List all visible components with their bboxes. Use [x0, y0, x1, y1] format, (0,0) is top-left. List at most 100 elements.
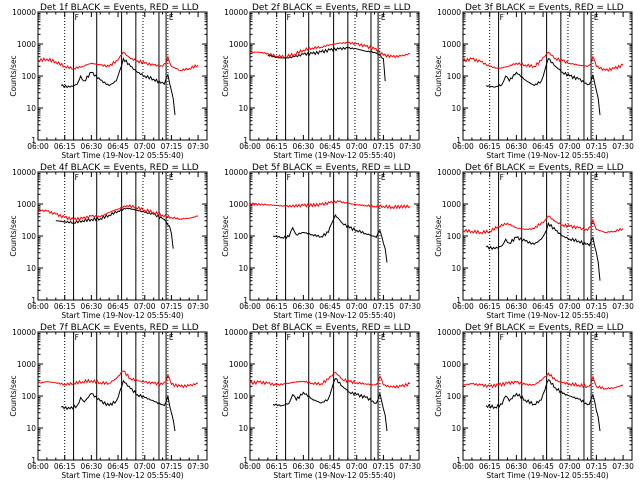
- y-tick-label: 1: [31, 456, 36, 465]
- y-tick-label: 1: [243, 456, 248, 465]
- y-tick-label: 1: [456, 296, 461, 305]
- lld-series-line: [37, 51, 199, 72]
- x-tick-label: 06:30: [81, 142, 103, 151]
- detector-panel: Det 8f BLACK = Events, RED = LLD 1 10 100 10…: [221, 323, 421, 480]
- x-tick-label: 07:15: [161, 462, 183, 471]
- events-series-line: [485, 379, 601, 432]
- plot-frame: [462, 171, 633, 301]
- x-tick-label: 06:30: [293, 302, 315, 311]
- y-tick-label: 1000: [17, 200, 36, 209]
- y-tick-label: 10: [26, 264, 36, 273]
- marker-label: E: [381, 173, 386, 182]
- y-tick-label: 100: [234, 232, 249, 241]
- x-axis-label: Start Time (19-Nov-12 05:55:40): [486, 471, 608, 480]
- y-tick-label: 10: [238, 264, 248, 273]
- x-tick-label: 06:15: [266, 142, 288, 151]
- y-tick-label: 100: [234, 392, 249, 401]
- y-tick-label: 100: [447, 72, 462, 81]
- x-tick-label: 07:30: [399, 142, 421, 151]
- x-tick-label: 06:15: [479, 302, 501, 311]
- y-tick-label: 10: [238, 424, 248, 433]
- x-tick-label: 07:00: [559, 142, 581, 151]
- x-axis-label: Start Time (19-Nov-12 05:55:40): [61, 311, 183, 320]
- y-tick-label: 10: [451, 104, 461, 113]
- x-tick-label: 06:30: [506, 302, 528, 311]
- y-tick-label: 10: [26, 104, 36, 113]
- plot-frame: [37, 331, 208, 461]
- x-tick-label: 06:45: [319, 462, 341, 471]
- lld-series-line: [249, 371, 411, 389]
- marker-label: F: [500, 173, 504, 182]
- plot-frame: [462, 331, 633, 461]
- lld-series-line: [249, 41, 411, 59]
- y-axis-label: Counts/sec: [221, 375, 230, 416]
- y-tick-label: 10000: [12, 168, 36, 177]
- y-tick-label: 100: [22, 392, 37, 401]
- y-axis-label: Counts/sec: [9, 55, 18, 96]
- panel-title: Det 7f BLACK = Events, RED = LLD: [40, 323, 199, 333]
- x-tick-label: 07:00: [346, 142, 368, 151]
- y-axis-label: Counts/sec: [434, 375, 443, 416]
- x-tick-label: 07:15: [586, 142, 608, 151]
- x-tick-label: 07:00: [346, 302, 368, 311]
- plot-frame: [249, 331, 420, 461]
- x-tick-label: 07:15: [373, 302, 395, 311]
- marker-label: E: [169, 13, 174, 22]
- x-tick-label: 07:00: [559, 302, 581, 311]
- x-tick-label: 07:30: [612, 142, 634, 151]
- x-tick-label: 06:00: [27, 302, 49, 311]
- marker-label: F: [500, 13, 504, 22]
- x-axis-label: Start Time (19-Nov-12 05:55:40): [486, 311, 608, 320]
- x-tick-label: 06:45: [107, 302, 129, 311]
- lld-series-line: [462, 372, 624, 390]
- panel-title: Det 1f BLACK = Events, RED = LLD: [40, 3, 199, 13]
- x-tick-label: 07:30: [187, 302, 209, 311]
- detector-panel: Det 6f BLACK = Events, RED = LLD 1 10 100 10…: [434, 163, 634, 320]
- marker-label: F: [75, 173, 79, 182]
- x-tick-label: 07:30: [612, 302, 634, 311]
- y-tick-label: 1000: [17, 40, 36, 49]
- marker-label: E: [594, 333, 599, 342]
- x-tick-label: 06:00: [239, 302, 261, 311]
- x-tick-label: 06:00: [239, 142, 261, 151]
- detector-panel: Det 7f BLACK = Events, RED = LLD 1 10 100 10…: [9, 323, 209, 480]
- marker-label: F: [500, 333, 504, 342]
- detector-panel: Det 3f BLACK = Events, RED = LLD 1 10 100 10…: [434, 3, 634, 160]
- x-axis-label: Start Time (19-Nov-12 05:55:40): [273, 151, 395, 160]
- marker-label: E: [594, 173, 599, 182]
- x-tick-label: 06:45: [532, 142, 554, 151]
- x-tick-label: 06:15: [54, 462, 76, 471]
- events-series-line: [272, 214, 388, 263]
- y-tick-label: 1: [31, 136, 36, 145]
- y-axis-label: Counts/sec: [434, 215, 443, 256]
- x-tick-label: 06:45: [532, 302, 554, 311]
- events-series-line: [485, 57, 601, 116]
- y-axis-label: Counts/sec: [9, 215, 18, 256]
- x-tick-label: 06:15: [479, 142, 501, 151]
- y-axis-label: Counts/sec: [434, 55, 443, 96]
- y-tick-label: 100: [22, 232, 37, 241]
- marker-label: F: [287, 333, 291, 342]
- plot-frame: [37, 11, 208, 141]
- marker-label: E: [381, 333, 386, 342]
- y-tick-label: 10: [451, 424, 461, 433]
- panel-title: Det 5f BLACK = Events, RED = LLD: [252, 163, 411, 173]
- x-tick-label: 06:00: [239, 462, 261, 471]
- x-tick-label: 06:15: [54, 142, 76, 151]
- detector-panel: Det 9f BLACK = Events, RED = LLD 1 10 100 10…: [434, 323, 634, 480]
- panel-title: Det 2f BLACK = Events, RED = LLD: [252, 3, 411, 13]
- y-tick-label: 10000: [224, 168, 248, 177]
- y-tick-label: 1000: [229, 200, 248, 209]
- y-axis-label: Counts/sec: [221, 55, 230, 96]
- y-tick-label: 1: [456, 136, 461, 145]
- panel-title: Det 4f BLACK = Events, RED = LLD: [40, 163, 199, 173]
- y-axis-label: Counts/sec: [9, 375, 18, 416]
- y-tick-label: 1000: [442, 360, 461, 369]
- y-tick-label: 100: [447, 392, 462, 401]
- x-tick-label: 06:00: [452, 302, 474, 311]
- x-tick-label: 07:00: [134, 462, 156, 471]
- marker-label: E: [169, 333, 174, 342]
- y-tick-label: 10000: [437, 328, 461, 337]
- x-tick-label: 07:30: [399, 302, 421, 311]
